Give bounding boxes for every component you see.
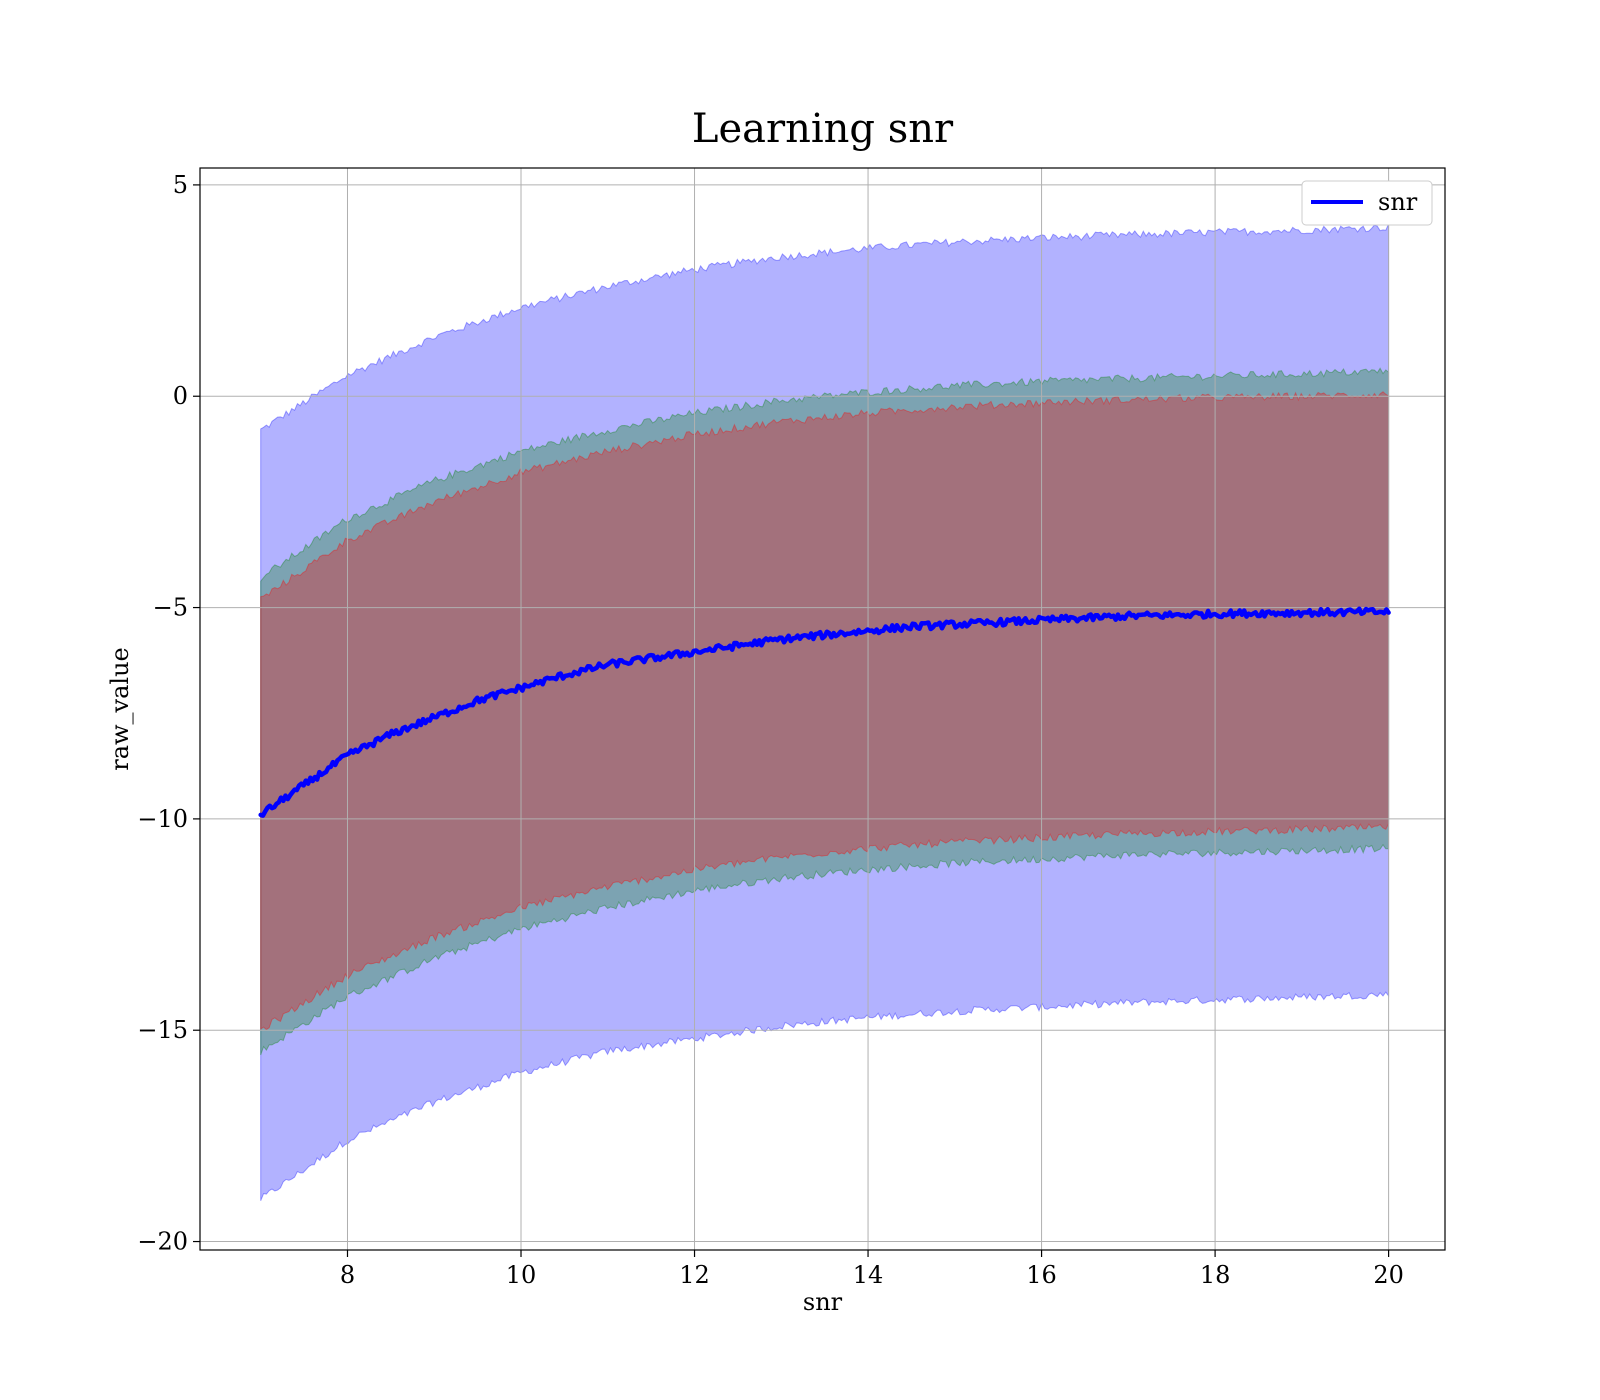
series-lines <box>258 606 1391 818</box>
confidence-bands <box>260 223 1390 1201</box>
chart-title: Learning snr <box>692 106 954 152</box>
y-tick-label: 0 <box>173 382 188 410</box>
legend: snr <box>1301 180 1433 226</box>
legend-box <box>1301 180 1433 226</box>
x-tick-label: 20 <box>1373 1261 1404 1289</box>
x-tick-label: 14 <box>853 1261 884 1289</box>
x-tick-label: 10 <box>506 1261 537 1289</box>
x-axis-ticks: 8 10 12 14 16 18 20 <box>340 1250 1404 1289</box>
axes-frame <box>199 167 1446 1251</box>
series-line-snr <box>258 606 1391 818</box>
x-tick-label: 16 <box>1026 1261 1057 1289</box>
x-tick-label: 12 <box>679 1261 710 1289</box>
x-tick-label: 18 <box>1200 1261 1231 1289</box>
y-tick-label: −5 <box>153 594 188 622</box>
legend-label-snr: snr <box>1378 188 1418 216</box>
y-tick-label: −10 <box>137 805 188 833</box>
y-tick-label: 5 <box>173 171 188 199</box>
y-axis-ticks: 5 0 −5 −10 −15 −20 <box>137 171 200 1256</box>
y-tick-label: −15 <box>137 1016 188 1044</box>
x-axis-label: snr <box>803 1288 843 1316</box>
grid <box>200 168 1445 1250</box>
y-axis-label: raw_value <box>106 647 134 771</box>
y-tick-label: −20 <box>137 1228 188 1256</box>
x-tick-label: 8 <box>340 1261 355 1289</box>
